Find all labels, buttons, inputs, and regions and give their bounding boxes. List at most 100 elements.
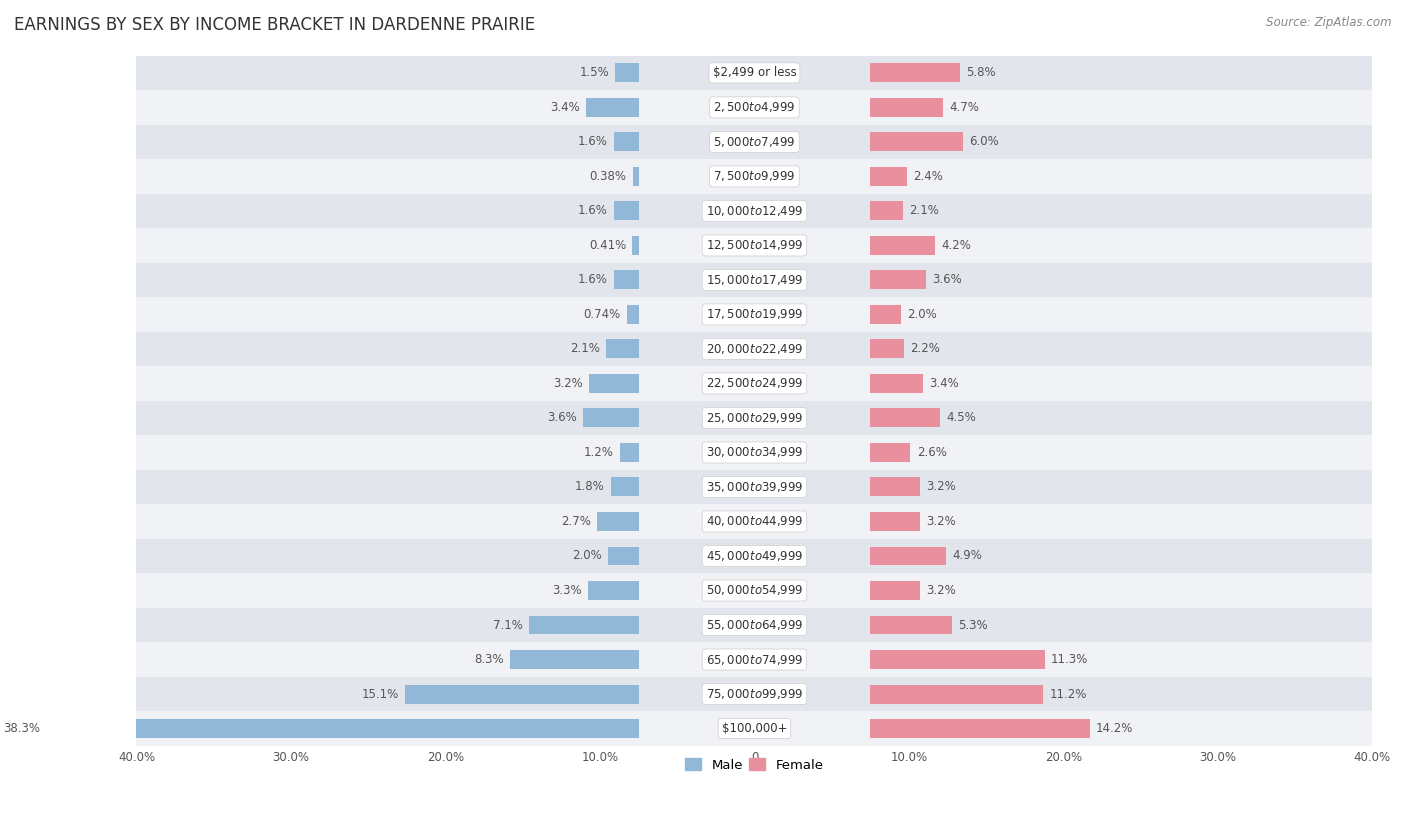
- Bar: [870, 98, 943, 117]
- Text: 1.8%: 1.8%: [575, 480, 605, 493]
- Text: $40,000 to $44,999: $40,000 to $44,999: [706, 515, 803, 528]
- Text: 4.9%: 4.9%: [952, 550, 981, 563]
- Text: 2.6%: 2.6%: [917, 446, 946, 459]
- Bar: [614, 271, 638, 289]
- Bar: [136, 298, 1372, 332]
- Text: 3.6%: 3.6%: [932, 273, 962, 286]
- Bar: [606, 340, 638, 359]
- Bar: [136, 504, 1372, 539]
- Text: $25,000 to $29,999: $25,000 to $29,999: [706, 411, 803, 425]
- Bar: [136, 573, 1372, 608]
- Text: 4.5%: 4.5%: [946, 411, 976, 424]
- Text: 0.41%: 0.41%: [589, 239, 626, 252]
- Text: $2,499 or less: $2,499 or less: [713, 67, 796, 80]
- Text: 1.5%: 1.5%: [579, 67, 609, 80]
- Bar: [136, 263, 1372, 298]
- Bar: [633, 167, 638, 186]
- Text: 2.0%: 2.0%: [572, 550, 602, 563]
- Bar: [136, 124, 1372, 159]
- Text: $20,000 to $22,499: $20,000 to $22,499: [706, 342, 803, 356]
- Bar: [870, 271, 927, 289]
- Text: $65,000 to $74,999: $65,000 to $74,999: [706, 653, 803, 667]
- Bar: [870, 236, 935, 255]
- Text: 5.8%: 5.8%: [966, 67, 995, 80]
- Text: $55,000 to $64,999: $55,000 to $64,999: [706, 618, 803, 632]
- Bar: [136, 711, 1372, 746]
- Text: 5.3%: 5.3%: [959, 619, 988, 632]
- Bar: [870, 133, 963, 151]
- Bar: [870, 546, 946, 566]
- Text: $17,500 to $19,999: $17,500 to $19,999: [706, 307, 803, 321]
- Bar: [616, 63, 638, 82]
- Text: 3.2%: 3.2%: [927, 584, 956, 597]
- Text: $10,000 to $12,499: $10,000 to $12,499: [706, 204, 803, 218]
- Text: 3.4%: 3.4%: [929, 377, 959, 390]
- Text: 0.74%: 0.74%: [583, 308, 621, 321]
- Text: $2,500 to $4,999: $2,500 to $4,999: [713, 101, 796, 115]
- Bar: [583, 408, 638, 428]
- Text: 1.6%: 1.6%: [578, 273, 607, 286]
- Bar: [136, 642, 1372, 676]
- Text: $50,000 to $54,999: $50,000 to $54,999: [706, 584, 803, 598]
- Text: $45,000 to $49,999: $45,000 to $49,999: [706, 549, 803, 563]
- Bar: [588, 581, 638, 600]
- Text: 1.6%: 1.6%: [578, 204, 607, 217]
- Text: 3.2%: 3.2%: [927, 515, 956, 528]
- Bar: [136, 401, 1372, 435]
- Bar: [136, 228, 1372, 263]
- Bar: [136, 470, 1372, 504]
- Text: EARNINGS BY SEX BY INCOME BRACKET IN DARDENNE PRAIRIE: EARNINGS BY SEX BY INCOME BRACKET IN DAR…: [14, 16, 536, 34]
- Text: 38.3%: 38.3%: [4, 722, 41, 735]
- Bar: [136, 159, 1372, 193]
- Text: 1.6%: 1.6%: [578, 136, 607, 149]
- Bar: [136, 435, 1372, 470]
- Bar: [870, 202, 903, 220]
- Bar: [870, 719, 1090, 738]
- Text: 2.1%: 2.1%: [569, 342, 600, 355]
- Text: 4.7%: 4.7%: [949, 101, 979, 114]
- Bar: [870, 615, 952, 634]
- Text: 3.6%: 3.6%: [547, 411, 576, 424]
- Text: 6.0%: 6.0%: [969, 136, 998, 149]
- Bar: [589, 374, 638, 393]
- Text: $5,000 to $7,499: $5,000 to $7,499: [713, 135, 796, 149]
- Bar: [870, 477, 920, 497]
- Text: 11.2%: 11.2%: [1049, 688, 1087, 701]
- Text: 14.2%: 14.2%: [1095, 722, 1133, 735]
- Bar: [870, 408, 939, 428]
- Text: 3.2%: 3.2%: [553, 377, 583, 390]
- Bar: [870, 340, 904, 359]
- Text: Source: ZipAtlas.com: Source: ZipAtlas.com: [1267, 16, 1392, 29]
- Bar: [586, 98, 638, 117]
- Text: $75,000 to $99,999: $75,000 to $99,999: [706, 687, 803, 701]
- Bar: [633, 236, 638, 255]
- Bar: [510, 650, 638, 669]
- Bar: [614, 202, 638, 220]
- Legend: Male, Female: Male, Female: [679, 753, 830, 777]
- Bar: [136, 539, 1372, 573]
- Bar: [870, 374, 922, 393]
- Text: 2.0%: 2.0%: [907, 308, 938, 321]
- Bar: [529, 615, 638, 634]
- Text: 4.2%: 4.2%: [942, 239, 972, 252]
- Text: 3.2%: 3.2%: [927, 480, 956, 493]
- Bar: [870, 305, 901, 324]
- Bar: [136, 332, 1372, 366]
- Text: 3.4%: 3.4%: [550, 101, 579, 114]
- Bar: [136, 366, 1372, 401]
- Bar: [610, 477, 638, 497]
- Text: 8.3%: 8.3%: [475, 653, 505, 666]
- Text: 11.3%: 11.3%: [1052, 653, 1088, 666]
- Text: $22,500 to $24,999: $22,500 to $24,999: [706, 376, 803, 390]
- Text: $12,500 to $14,999: $12,500 to $14,999: [706, 238, 803, 252]
- Text: $35,000 to $39,999: $35,000 to $39,999: [706, 480, 803, 494]
- Bar: [870, 512, 920, 531]
- Bar: [136, 676, 1372, 711]
- Text: $15,000 to $17,499: $15,000 to $17,499: [706, 273, 803, 287]
- Text: $30,000 to $34,999: $30,000 to $34,999: [706, 446, 803, 459]
- Text: 3.3%: 3.3%: [551, 584, 582, 597]
- Bar: [46, 719, 638, 738]
- Bar: [405, 685, 638, 703]
- Text: 2.2%: 2.2%: [911, 342, 941, 355]
- Bar: [607, 546, 638, 566]
